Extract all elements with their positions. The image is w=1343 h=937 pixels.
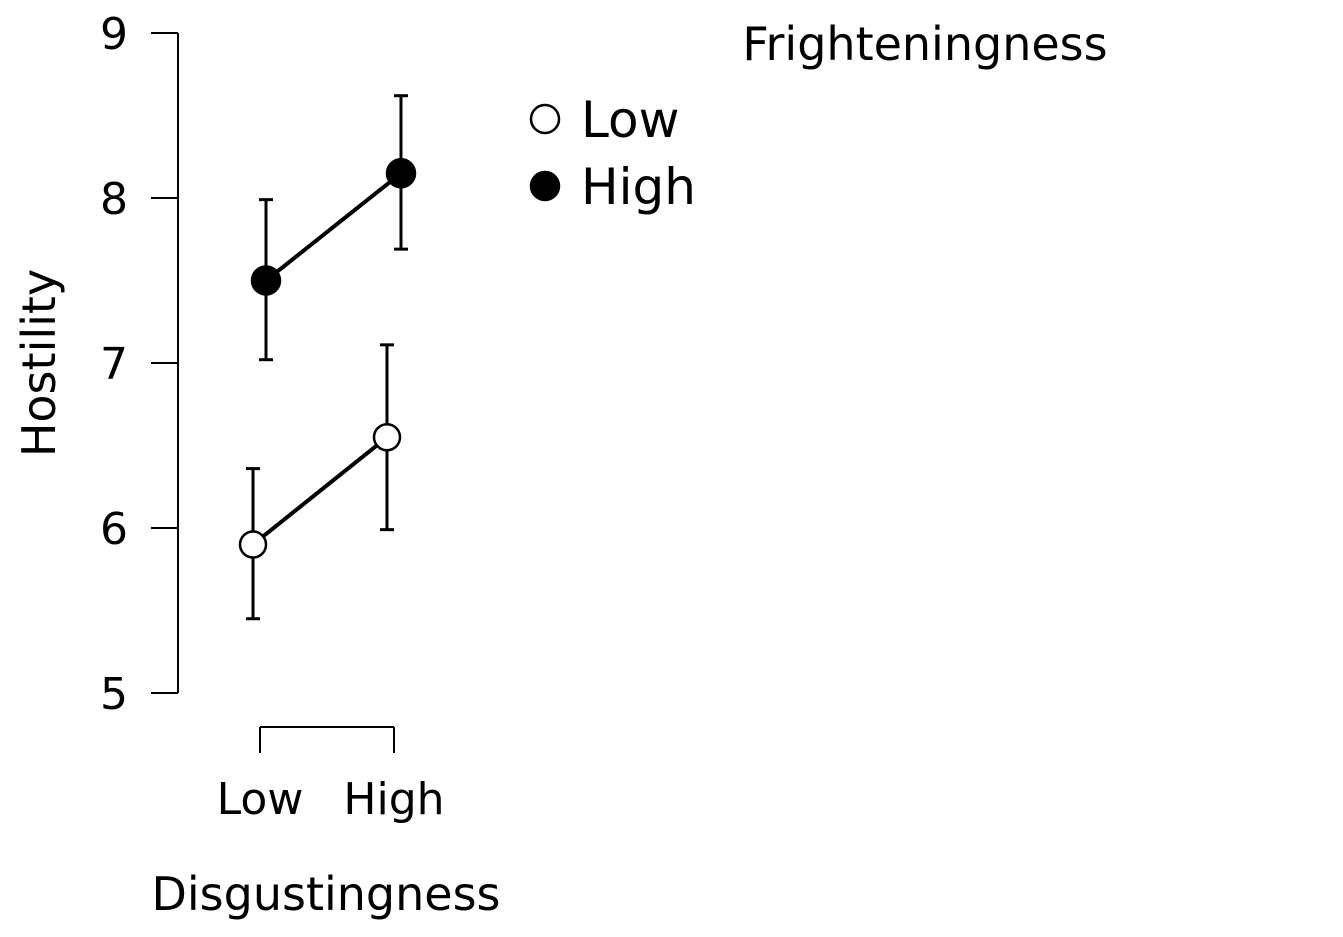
x-tick-label: High <box>343 774 444 825</box>
x-axis-title: Disgustingness <box>151 867 500 921</box>
data-point <box>372 423 402 452</box>
legend-marker <box>529 103 561 135</box>
series-low <box>238 343 402 621</box>
series-line <box>251 435 389 547</box>
y-axis-title: Hostility <box>12 269 66 457</box>
legend-marker <box>529 170 561 202</box>
y-tick-label: 7 <box>100 339 128 390</box>
y-tick-label: 5 <box>100 669 128 720</box>
data-point <box>385 158 417 189</box>
y-axis: 5 6 7 8 9 <box>100 9 179 720</box>
data-point <box>238 530 268 559</box>
y-tick-label: 9 <box>100 9 128 60</box>
legend-label: High <box>581 158 696 216</box>
x-tick-label: Low <box>217 774 304 825</box>
x-axis: Low High <box>217 726 445 825</box>
legend-item-high: High <box>529 158 696 216</box>
legend-item-low: Low <box>529 91 679 149</box>
legend-label: Low <box>581 91 679 149</box>
data-point <box>250 265 282 296</box>
series-line <box>264 171 403 283</box>
legend: Frighteningness Low High <box>529 17 1108 216</box>
plot-area <box>238 94 417 621</box>
y-tick-label: 8 <box>100 174 128 225</box>
legend-title: Frighteningness <box>742 17 1107 71</box>
series-high <box>250 94 417 362</box>
y-tick-label: 6 <box>100 504 128 555</box>
